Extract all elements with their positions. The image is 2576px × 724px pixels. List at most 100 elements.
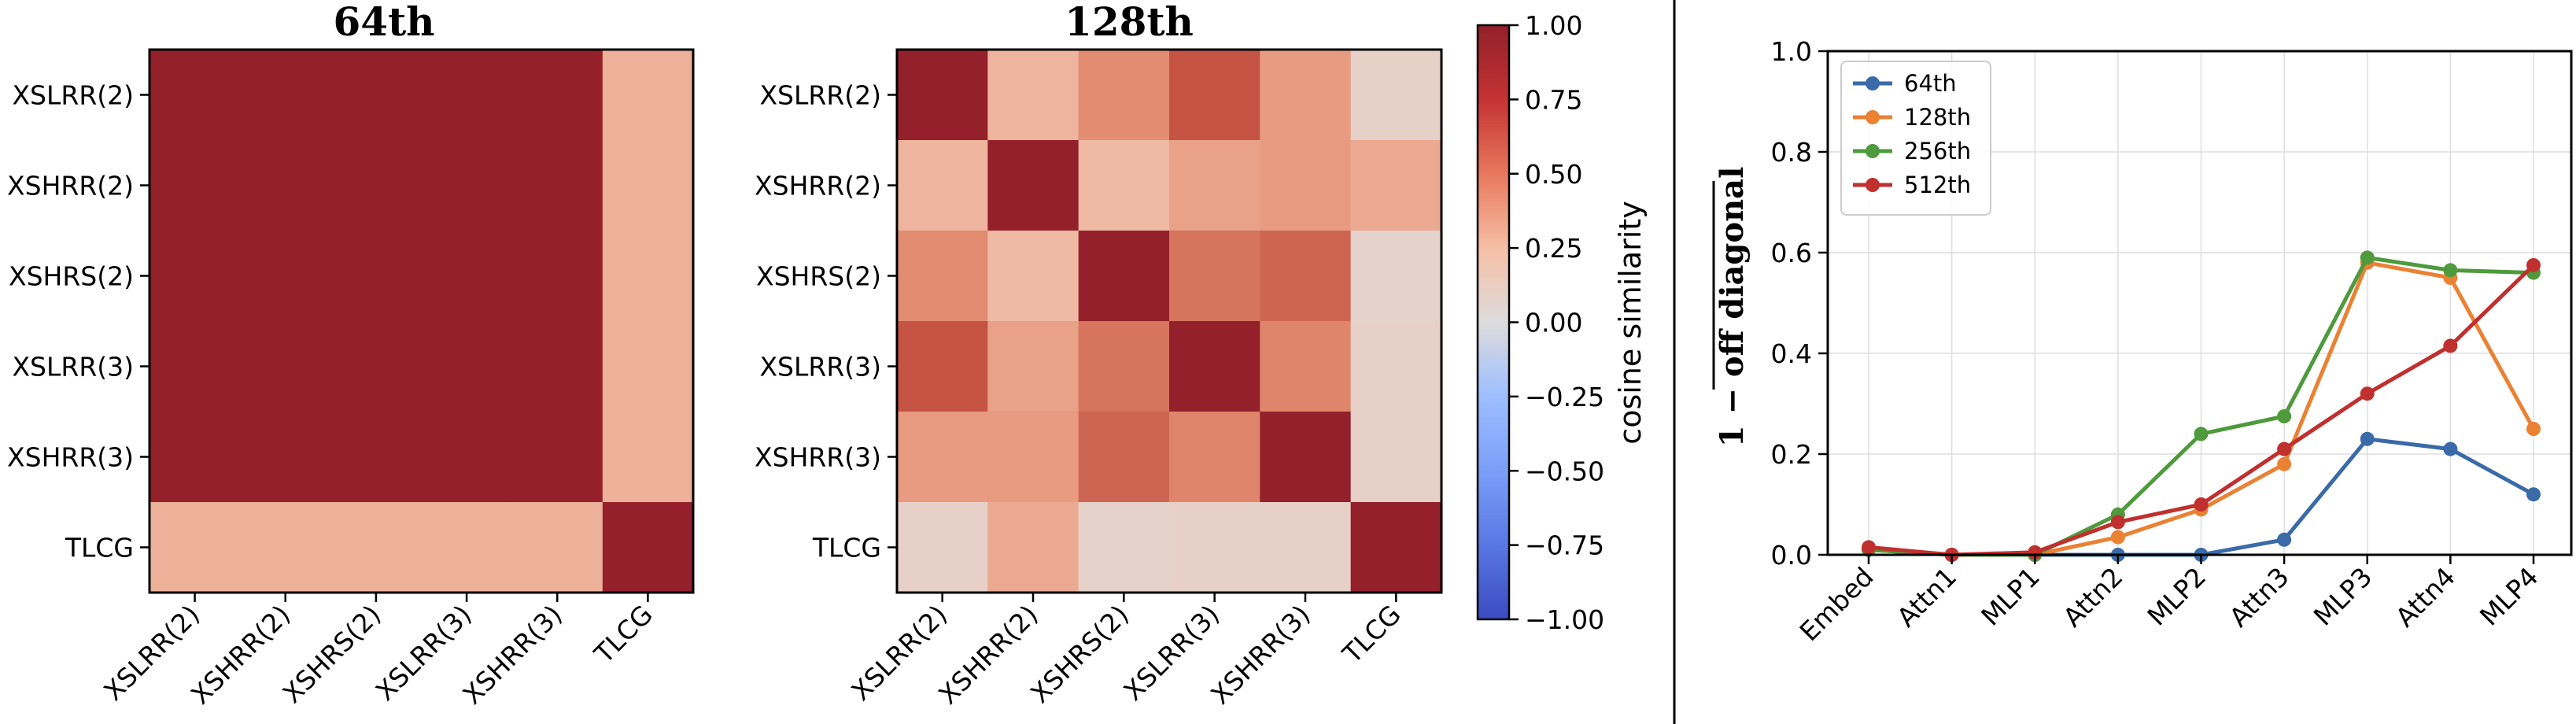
heatmap-cell	[240, 50, 331, 141]
heatmap-cell	[240, 231, 331, 322]
x-tick-label: MLP2	[2142, 561, 2212, 632]
heatmap-cell	[602, 50, 694, 141]
heatmap-128th-title: 128th	[1065, 0, 1194, 45]
colorbar-tick-label: 0.00	[1525, 308, 1582, 338]
legend-marker	[1866, 178, 1880, 192]
line-chart-y-ticks: 0.0 0.2 0.4 0.6 0.8 1.0	[1771, 36, 1828, 571]
x-tick-label: Embed	[1794, 561, 1880, 647]
heatmap-cell	[149, 321, 241, 412]
heatmap-cell	[602, 321, 694, 412]
series-point	[2194, 427, 2209, 441]
heatmap-64th-title: 64th	[333, 0, 434, 45]
y-tick-label: 1.0	[1771, 36, 1812, 67]
heatmap-cell	[511, 231, 603, 322]
col-label: XSHRR(2)	[185, 599, 296, 710]
legend-marker	[1866, 76, 1880, 90]
colorbar: 1.00 0.75 0.50 0.25 0.00 −0.25 −0.50 −0.75 −1.00…	[1476, 10, 1648, 635]
heatmap-cell	[330, 412, 423, 503]
heatmap-cell	[1350, 140, 1442, 231]
heatmap-cell	[1350, 502, 1442, 593]
heatmap-cell	[149, 412, 241, 503]
colorbar-tick-label: −0.50	[1525, 456, 1604, 486]
line-chart: 0.00.20.40.60.81.0 Embed Attn1 MLP1 Attn2 ML…	[1712, 36, 2573, 647]
heatmap-cell	[1169, 412, 1260, 503]
heatmap-64th: 64th XSLRR(2)XSHRR(2)XSHRS(2)XSLRR(3)XSH…	[7, 0, 695, 710]
heatmap-64th-row-labels: XSLRR(2) XSHRR(2) XSHRS(2) XSLRR(3) XSHRR(3)…	[7, 80, 149, 563]
colorbar-tick-label: 0.25	[1525, 233, 1582, 264]
line-chart-y-label: 1 − off diagonal	[1712, 167, 1751, 447]
heatmap-cell	[897, 140, 988, 231]
heatmap-cell	[1350, 321, 1442, 412]
series-point	[2277, 456, 2292, 471]
y-tick-label: 0.0	[1771, 540, 1812, 571]
heatmap-cell	[240, 502, 331, 593]
heatmap-cell	[987, 321, 1079, 412]
colorbar-tick-label: −1.00	[1525, 604, 1604, 635]
legend-label: 128th	[1904, 104, 1971, 131]
heatmap-cell	[602, 502, 694, 593]
heatmap-cell	[1169, 321, 1260, 412]
series-point	[2360, 431, 2375, 446]
colorbar-ticks: 1.00 0.75 0.50 0.25 0.00 −0.25 −0.50 −0.75 −1.00	[1509, 10, 1604, 635]
heatmap-128th-row-labels: XSLRR(2) XSHRR(2) XSHRS(2) XSLRR(3) XSHRR(3)…	[755, 80, 897, 563]
heatmap-cell	[987, 50, 1079, 141]
heatmap-128th-frame	[895, 48, 1443, 594]
x-tick-label: MLP3	[2308, 561, 2379, 632]
heatmap-64th-cells	[149, 50, 694, 593]
colorbar-tick-label: 0.75	[1525, 84, 1582, 115]
col-label: XSHRR(3)	[456, 599, 567, 710]
colorbar-tick-label: −0.75	[1525, 530, 1604, 561]
heatmap-64th-frame	[148, 48, 695, 594]
heatmap-cell	[421, 412, 513, 503]
heatmap-cell	[421, 231, 513, 322]
heatmap-cell	[1169, 50, 1260, 141]
col-label: XSHRR(2)	[932, 599, 1043, 710]
heatmap-cell	[897, 502, 988, 593]
x-tick-label: Attn4	[2390, 561, 2461, 633]
x-tick-label: Attn3	[2224, 561, 2295, 633]
legend-entries: 64th 128th 256th 512th	[1853, 70, 1971, 198]
heatmap-cell	[330, 502, 423, 593]
heatmap-128th: 128th XSLRR(2)XSHRR(2)XSHRS(2)XSLRR(3)XS…	[755, 0, 1443, 710]
col-label: XSHRS(2)	[277, 599, 387, 709]
heatmap-cell	[149, 231, 241, 322]
series-point	[2277, 409, 2292, 423]
line-chart-frame	[1826, 50, 2573, 556]
heatmap-cell	[1169, 140, 1260, 231]
series-point	[2443, 441, 2458, 456]
series-point	[2526, 422, 2541, 436]
row-label: XSLRR(2)	[759, 80, 881, 111]
heatmap-cell	[511, 412, 603, 503]
heatmap-cell	[240, 321, 331, 412]
heatmap-cell	[987, 231, 1079, 322]
series-point	[2526, 487, 2541, 502]
heatmap-cell	[149, 140, 241, 231]
colorbar-tick-label: 0.50	[1525, 159, 1582, 190]
series-point	[2360, 386, 2375, 401]
heatmap-cell	[602, 140, 694, 231]
row-label: XSHRR(3)	[755, 442, 881, 473]
heatmap-cell	[1350, 231, 1442, 322]
heatmap-cell	[330, 50, 423, 141]
series-point	[2526, 258, 2541, 272]
x-tick-label: MLP1	[1975, 561, 2046, 632]
heatmap-cell	[1169, 231, 1260, 322]
heatmap-cell	[897, 321, 988, 412]
heatmap-cell	[149, 502, 241, 593]
row-label: XSHRS(2)	[756, 261, 881, 292]
heatmap-cell	[1260, 231, 1352, 322]
x-tick-label: MLP4	[2474, 561, 2545, 632]
row-label: XSHRR(2)	[755, 171, 881, 201]
series-point	[2110, 530, 2125, 545]
heatmap-cell	[1078, 502, 1170, 593]
heatmap-cell	[1260, 502, 1352, 593]
heatmap-cell	[1078, 321, 1170, 412]
y-tick-label: 0.8	[1771, 137, 1812, 168]
colorbar-tick-label: −0.25	[1525, 382, 1604, 412]
heatmap-cell	[1260, 50, 1352, 141]
heatmap-cell	[987, 412, 1079, 503]
heatmap-cell	[987, 140, 1079, 231]
heatmap-cell	[1260, 412, 1352, 503]
row-label: XSHRS(2)	[9, 261, 134, 292]
